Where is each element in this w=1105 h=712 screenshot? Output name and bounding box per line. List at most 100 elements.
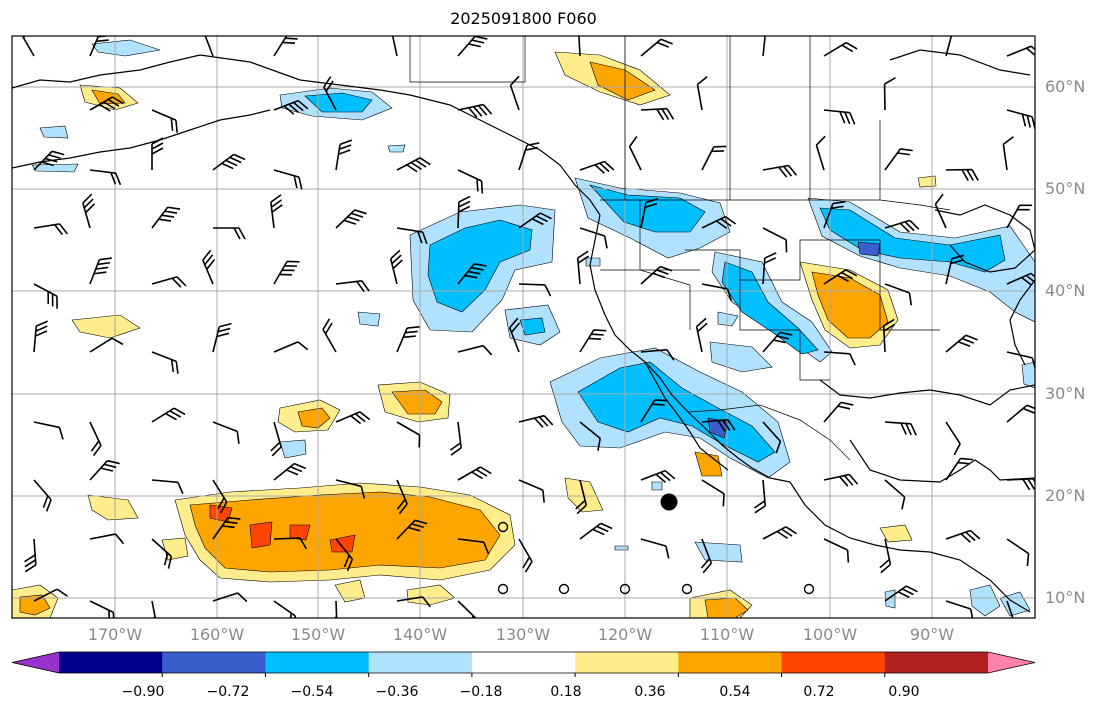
wind-barb <box>325 600 338 618</box>
calm-circle <box>497 583 509 595</box>
wind-barb <box>151 479 184 495</box>
wind-barb <box>579 329 607 353</box>
colorbar-segment <box>575 652 679 673</box>
anomaly-area <box>357 311 381 327</box>
wind-barb <box>696 75 708 111</box>
wind-barb <box>323 76 337 111</box>
wind-barb <box>212 421 240 444</box>
wind-barb <box>509 75 520 111</box>
political-boundaries <box>409 36 951 461</box>
wind-barb <box>518 479 545 503</box>
anomaly-area <box>87 494 139 521</box>
wind-barb <box>457 600 478 618</box>
wind-barb <box>335 209 367 229</box>
wind-barb <box>701 479 725 507</box>
colorbar-segment <box>59 652 163 673</box>
colorbar-segment <box>368 652 473 673</box>
anomaly-area <box>406 584 456 606</box>
wind-barb <box>151 109 178 133</box>
colorbar-segment <box>781 652 886 673</box>
colorbar-tick-label: 0.18 <box>550 684 582 700</box>
wind-barb <box>212 479 228 514</box>
wind-barb <box>33 320 49 353</box>
wind-barb <box>579 421 601 451</box>
wind-barb <box>322 318 337 353</box>
calm-wind-markers <box>497 521 815 595</box>
wind-barb <box>884 219 920 233</box>
wind-barb <box>762 526 797 540</box>
wind-barb <box>89 257 112 285</box>
wind-barb <box>273 341 309 353</box>
wind-barb <box>20 36 35 57</box>
wind-barb <box>640 38 673 57</box>
wind-barb <box>89 533 125 545</box>
wind-barb <box>1002 136 1014 171</box>
colorbar-tick-label: 0.54 <box>719 684 751 700</box>
wind-barb <box>884 585 918 602</box>
wind-barb <box>457 263 487 285</box>
anomaly-area <box>694 541 743 563</box>
wind-barb <box>575 479 588 515</box>
calm-circle <box>619 583 631 595</box>
wind-barb <box>1006 204 1033 229</box>
wind-barb <box>1006 404 1035 423</box>
wind-barb <box>945 36 966 57</box>
colorbar <box>11 651 1036 677</box>
wind-barb <box>1006 477 1035 491</box>
wind-barb <box>335 411 371 425</box>
wind-barb <box>202 249 216 285</box>
wind-barb <box>640 197 659 229</box>
colorbar-tick-label: 0.36 <box>634 684 666 700</box>
wind-barb <box>82 193 96 229</box>
wind-barb <box>273 169 303 190</box>
east-coast <box>1009 279 1035 366</box>
wind-barb <box>457 344 493 356</box>
wind-barb <box>457 195 471 229</box>
anomaly-area <box>39 125 69 139</box>
calm-circle <box>681 583 693 595</box>
storm-center-marker <box>660 493 678 511</box>
wind-barb <box>762 331 793 353</box>
wind-barb <box>273 462 307 481</box>
colorbar-extend-low <box>12 652 59 673</box>
wind-barb <box>212 592 248 603</box>
map-title: 2025091800 F060 <box>450 9 597 28</box>
colorbar-tick-label: −0.36 <box>375 684 419 700</box>
lon-label-90w: 90°W <box>909 625 955 644</box>
wind-barb <box>518 414 554 428</box>
anomaly-area <box>811 271 889 339</box>
wind-barb <box>389 249 403 285</box>
anomaly-area <box>585 257 601 267</box>
wind-barb <box>945 421 961 456</box>
wind-barb <box>273 537 308 550</box>
anomaly-area <box>651 481 663 491</box>
wind-barb <box>396 519 428 540</box>
calm-circle <box>558 583 570 595</box>
wind-barb <box>882 318 895 353</box>
wind-barb <box>335 479 366 499</box>
anomaly-area <box>19 594 51 616</box>
colorbar-segment <box>162 652 266 673</box>
negative-anomaly-areas <box>31 39 1035 617</box>
colorbar-tick-label: 0.72 <box>803 684 835 700</box>
lat-label-20n: 20°N <box>1045 486 1086 505</box>
wind-barb <box>884 283 913 306</box>
wind-barb <box>884 148 913 171</box>
wind-barb <box>89 36 113 57</box>
us-west-coast <box>589 214 791 483</box>
wind-barb <box>640 399 668 423</box>
colorbar-extend-high <box>988 652 1035 673</box>
lon-label-120w: 120°W <box>597 625 653 644</box>
wind-barb <box>212 153 246 171</box>
hudson-coast <box>889 49 1031 76</box>
colorbar-segment <box>265 652 370 673</box>
state-line <box>799 330 830 381</box>
anomaly-area <box>717 311 739 327</box>
wind-barb <box>396 157 431 173</box>
wind-barb <box>640 538 670 559</box>
wind-barb <box>335 139 353 171</box>
lat-label-30n: 30°N <box>1045 384 1086 403</box>
anomaly-area <box>249 521 273 549</box>
wind-barb <box>151 206 181 229</box>
